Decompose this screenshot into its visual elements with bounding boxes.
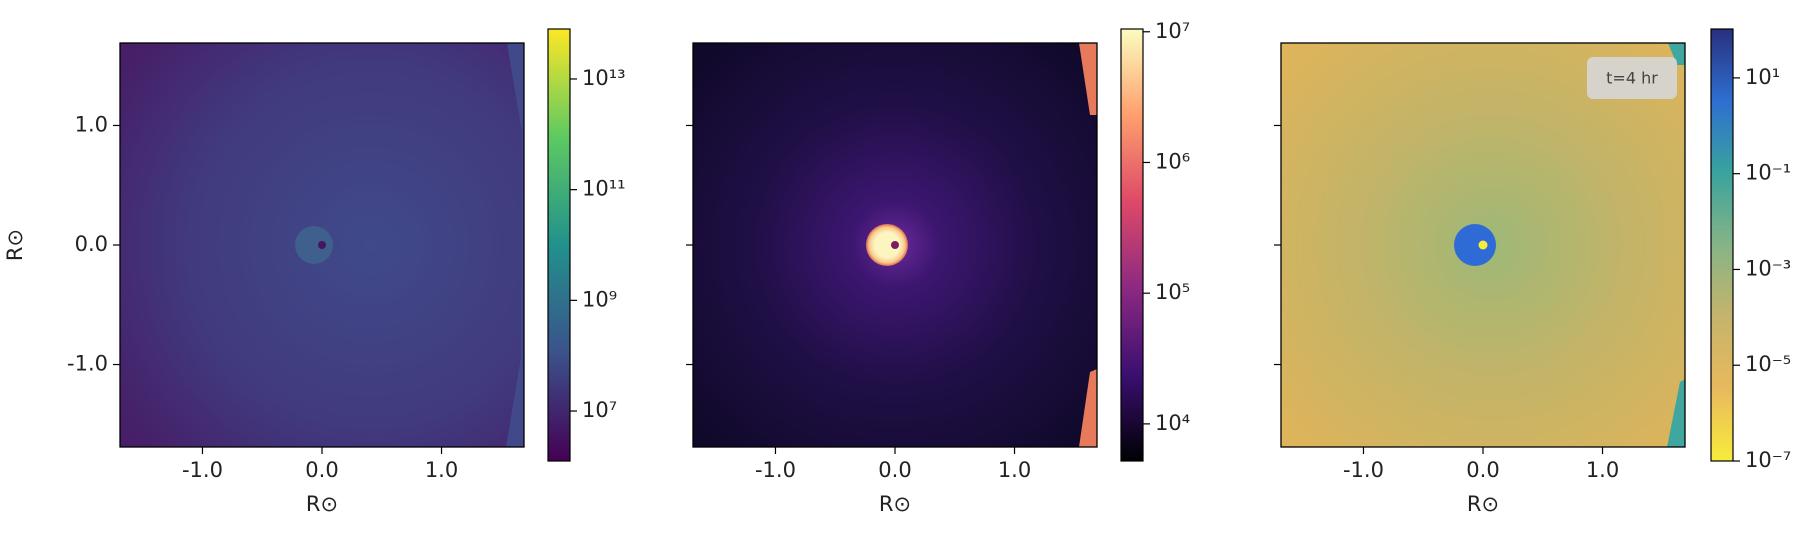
colorbar-tick-label: 10⁷ — [582, 398, 617, 422]
x-tick-label: 1.0 — [425, 458, 458, 482]
colorbar — [1120, 28, 1144, 462]
y-axis-label: R⊙ — [3, 229, 27, 261]
colorbar — [1710, 28, 1734, 462]
edge-region — [1079, 43, 1097, 115]
x-axis-label: R⊙ — [1467, 492, 1499, 516]
colorbar-tick-label: 10⁻³ — [1745, 256, 1791, 280]
x-axis-label: R⊙ — [879, 492, 911, 516]
colorbar-tick-label: 10⁻⁵ — [1745, 352, 1791, 376]
x-tick-label: 1.0 — [1586, 458, 1619, 482]
edge-region — [1667, 379, 1685, 447]
inner-region — [866, 224, 908, 266]
axes: -1.0 0.0 1.0 -1.0 0.0 1.0 R⊙ R⊙ 10⁷ 10⁹ 10¹¹ 10¹³ — [3, 28, 626, 516]
edge-region — [1079, 369, 1097, 447]
colorbar — [547, 28, 571, 462]
inner-region — [1454, 224, 1496, 266]
annotation: t=4 hr — [1606, 69, 1658, 88]
edge-region — [506, 43, 524, 447]
colorbar-tick-label: 10⁻⁷ — [1745, 448, 1791, 472]
colorbar-tick-label: 10¹³ — [582, 66, 626, 90]
colorbar-tick-label: 10⁶ — [1155, 149, 1190, 173]
x-tick-label: 0.0 — [305, 458, 338, 482]
y-tick-label: -1.0 — [67, 352, 108, 376]
annotation-box — [1587, 57, 1677, 99]
y-tick-label: 1.0 — [75, 112, 108, 136]
x-tick-label: 0.0 — [878, 458, 911, 482]
colorbar-tick-label: 10¹¹ — [582, 177, 626, 201]
field — [1281, 43, 1685, 447]
x-tick-label: -1.0 — [1343, 458, 1384, 482]
colorbar-tick-label: 10⁵ — [1155, 280, 1190, 304]
core — [891, 241, 899, 249]
field — [120, 43, 524, 447]
core — [318, 241, 326, 249]
inner-region — [295, 226, 333, 264]
edge-region — [1668, 43, 1685, 65]
colorbar-tick-label: 10¹ — [1745, 65, 1780, 89]
x-tick-label: -1.0 — [755, 458, 796, 482]
core — [1478, 240, 1488, 250]
y-tick-label: 0.0 — [75, 232, 108, 256]
colorbar-tick-label: 10⁷ — [1155, 19, 1190, 43]
x-tick-label: 1.0 — [998, 458, 1031, 482]
axes: -1.0 0.0 1.0 R⊙ 10⁴ 10⁵ 10⁶ 10⁷ — [686, 19, 1190, 516]
colorbar-tick-label: 10⁻¹ — [1745, 161, 1791, 185]
x-tick-label: -1.0 — [182, 458, 223, 482]
colorbar-tick-label: 10⁹ — [582, 287, 617, 311]
x-tick-label: 0.0 — [1466, 458, 1499, 482]
field — [693, 43, 1097, 447]
colorbar-tick-label: 10⁴ — [1155, 411, 1190, 435]
x-axis-label: R⊙ — [306, 492, 338, 516]
axes: -1.0 0.0 1.0 R⊙ t=4 hr 10⁻⁷ 10⁻⁵ 10⁻³ 10⁻¹ 10¹ — [1274, 28, 1791, 516]
